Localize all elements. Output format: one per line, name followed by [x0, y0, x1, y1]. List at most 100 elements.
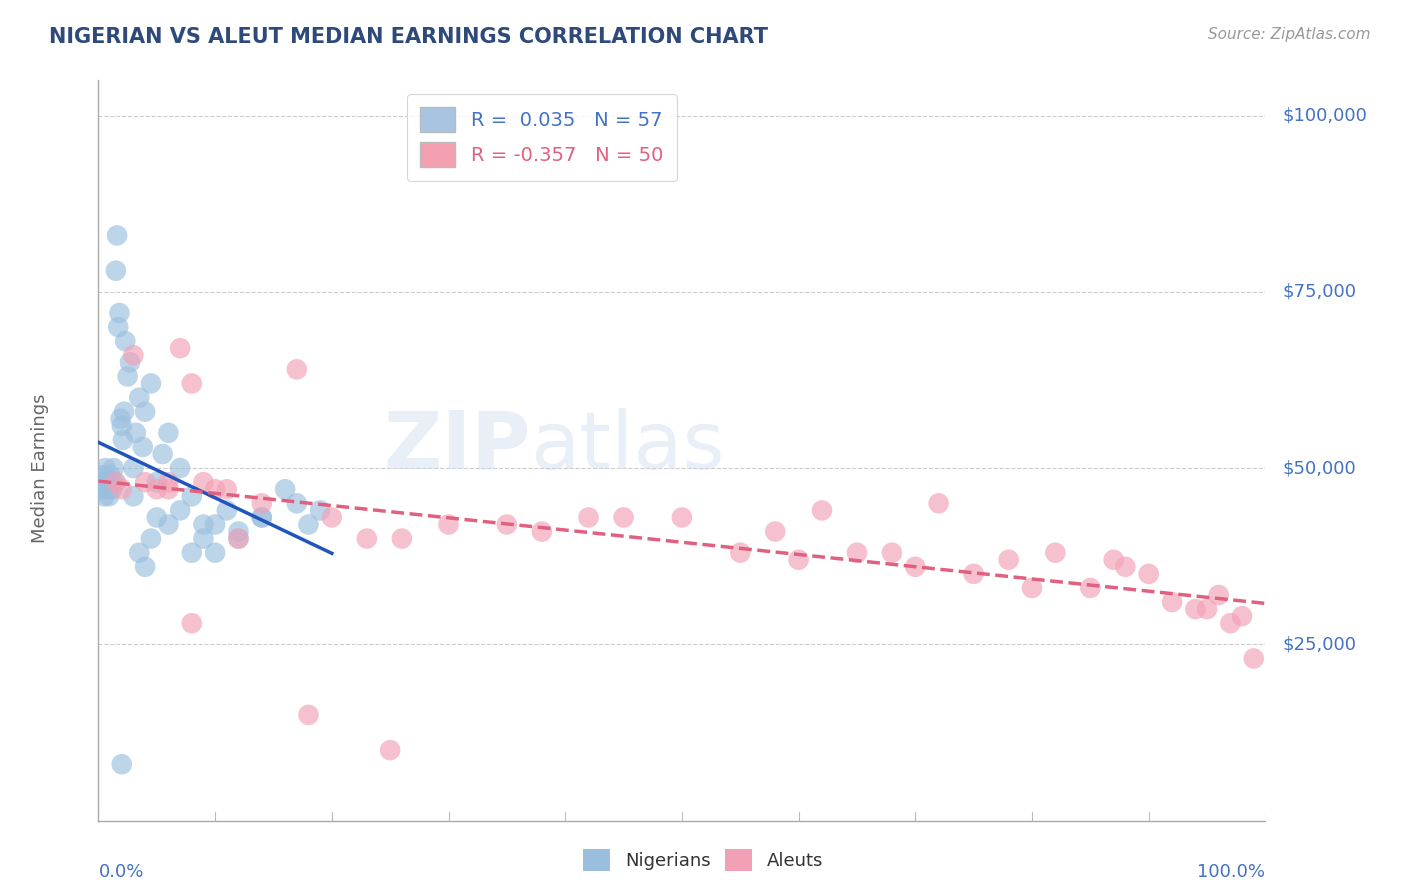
Point: [356, 532, 378, 546]
Point: [118, 355, 141, 369]
Point: [730, 546, 752, 560]
Point: [612, 510, 634, 524]
Point: [134, 559, 156, 574]
Point: [90, 475, 112, 490]
Point: [1021, 581, 1043, 595]
Point: [215, 503, 238, 517]
Point: [108, 306, 131, 320]
Point: [169, 461, 191, 475]
Point: [169, 503, 191, 517]
Point: [1197, 602, 1219, 616]
Point: [146, 475, 169, 490]
Point: [112, 405, 135, 419]
Point: [193, 517, 215, 532]
Point: [228, 532, 250, 546]
Point: [146, 510, 169, 524]
Point: [204, 482, 226, 496]
Point: [180, 546, 202, 560]
Point: [904, 559, 927, 574]
Point: [107, 320, 129, 334]
Point: [93, 489, 115, 503]
Point: [139, 376, 162, 391]
Text: Median Earnings: Median Earnings: [31, 393, 49, 543]
Point: [204, 546, 226, 560]
Point: [96, 475, 118, 490]
Point: [671, 510, 693, 524]
Point: [274, 482, 297, 496]
Point: [763, 524, 786, 539]
Text: $100,000: $100,000: [1282, 106, 1368, 125]
Point: [285, 496, 308, 510]
Point: [437, 517, 460, 532]
Point: [146, 482, 169, 496]
Point: [180, 489, 202, 503]
Point: [157, 425, 180, 440]
Text: $50,000: $50,000: [1282, 459, 1357, 477]
Text: $25,000: $25,000: [1282, 635, 1357, 653]
Point: [787, 553, 810, 567]
Point: [321, 510, 343, 524]
Text: ZIP: ZIP: [382, 408, 530, 486]
Point: [1045, 546, 1067, 560]
Legend: R =  0.035   N = 57, R = -0.357   N = 50: R = 0.035 N = 57, R = -0.357 N = 50: [406, 94, 676, 180]
Point: [128, 546, 150, 560]
Point: [128, 391, 150, 405]
Point: [132, 440, 155, 454]
Point: [1219, 616, 1241, 631]
Point: [530, 524, 553, 539]
Point: [496, 517, 519, 532]
Point: [1208, 588, 1230, 602]
Point: [105, 228, 128, 243]
Point: [139, 532, 162, 546]
Text: atlas: atlas: [530, 408, 724, 486]
Point: [811, 503, 834, 517]
Point: [846, 546, 869, 560]
Point: [1161, 595, 1184, 609]
Point: [1230, 609, 1253, 624]
Text: NIGERIAN VS ALEUT MEDIAN EARNINGS CORRELATION CHART: NIGERIAN VS ALEUT MEDIAN EARNINGS CORREL…: [49, 27, 768, 46]
Point: [152, 447, 174, 461]
Point: [114, 334, 136, 348]
Point: [122, 348, 145, 362]
Point: [228, 532, 250, 546]
Point: [309, 503, 332, 517]
Point: [91, 468, 114, 483]
Point: [193, 532, 215, 546]
Point: [1243, 651, 1265, 665]
Text: 0.0%: 0.0%: [98, 863, 143, 881]
Point: [103, 461, 125, 475]
Point: [157, 517, 180, 532]
Point: [250, 510, 273, 524]
Point: [110, 411, 132, 425]
Text: 100.0%: 100.0%: [1198, 863, 1265, 881]
Point: [90, 482, 112, 496]
Point: [111, 418, 134, 433]
Point: [134, 405, 156, 419]
Point: [104, 263, 127, 277]
Point: [169, 341, 191, 355]
Text: Source: ZipAtlas.com: Source: ZipAtlas.com: [1208, 27, 1371, 42]
Point: [928, 496, 950, 510]
Point: [391, 532, 413, 546]
Point: [104, 475, 127, 490]
Point: [1080, 581, 1102, 595]
Point: [1184, 602, 1206, 616]
Point: [134, 475, 156, 490]
Point: [97, 489, 120, 503]
Point: [111, 757, 134, 772]
Point: [297, 707, 319, 722]
Point: [111, 482, 134, 496]
Legend: Nigerians, Aleuts: Nigerians, Aleuts: [576, 842, 830, 879]
Point: [962, 566, 984, 581]
Point: [1137, 566, 1160, 581]
Point: [880, 546, 903, 560]
Point: [997, 553, 1019, 567]
Point: [98, 468, 121, 483]
Point: [204, 517, 226, 532]
Point: [100, 475, 122, 490]
Point: [1102, 553, 1125, 567]
Text: $75,000: $75,000: [1282, 283, 1357, 301]
Point: [157, 482, 180, 496]
Point: [94, 461, 117, 475]
Point: [285, 362, 308, 376]
